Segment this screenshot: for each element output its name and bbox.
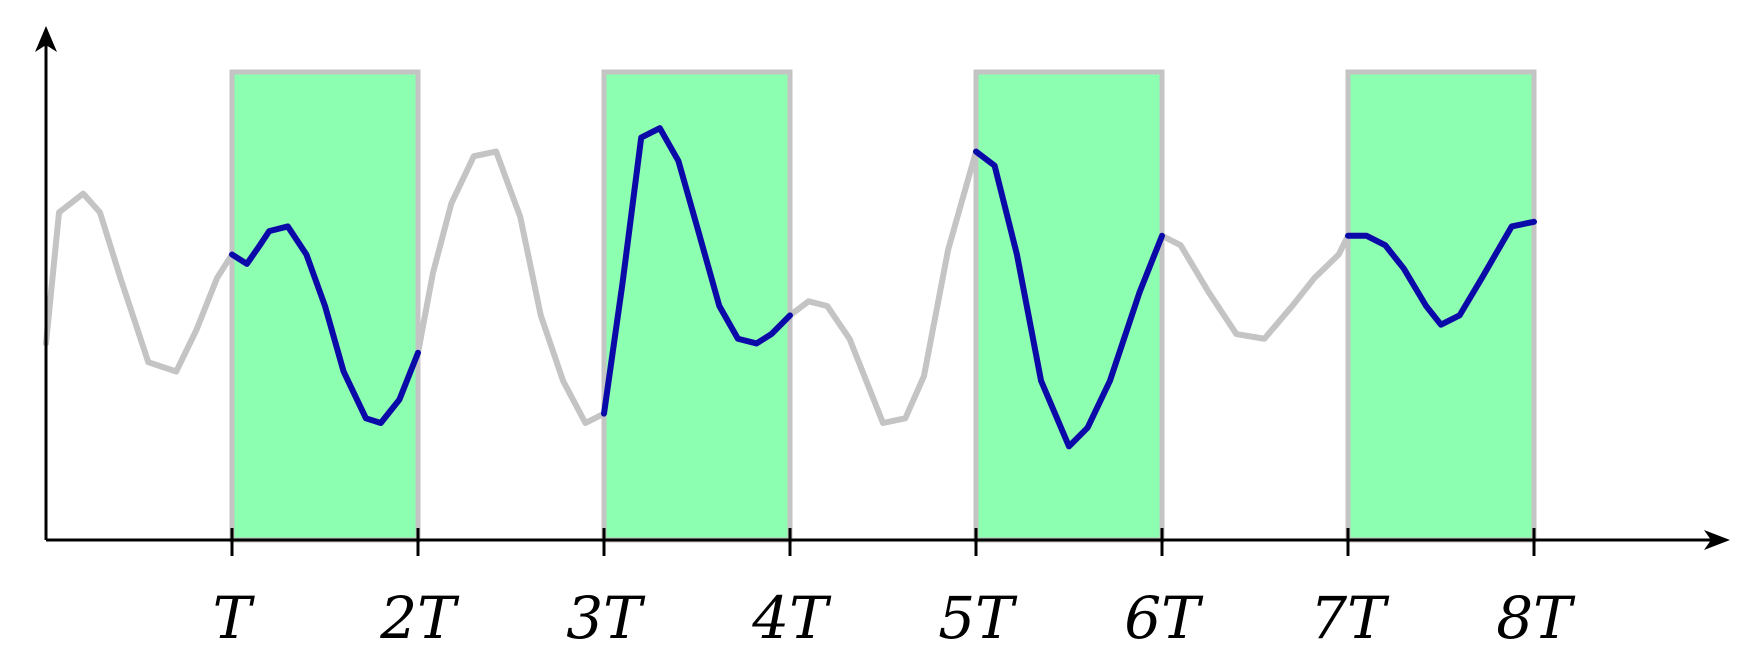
x-tick-label-8: 8T xyxy=(1496,584,1576,652)
highlight-interval-4 xyxy=(1345,69,1537,543)
y-axis-arrow xyxy=(35,26,57,52)
x-axis-arrow xyxy=(1704,530,1730,550)
axes xyxy=(35,26,1730,550)
x-tick-label-7: 7T xyxy=(1310,584,1390,652)
sampled-segment-4 xyxy=(1345,218,1537,328)
x-ticks: T 2T 3T 4T 5T 6T 7T 8T xyxy=(213,528,1576,652)
sampled-segment-1 xyxy=(229,223,421,426)
x-tick-label-1: T xyxy=(213,584,256,652)
x-tick-label-3: 3T xyxy=(566,584,646,652)
sampled-segment-2 xyxy=(601,125,793,417)
x-tick-label-4: 4T xyxy=(751,584,832,652)
x-tick-label-5: 5T xyxy=(938,584,1018,652)
x-tick-label-2: 2T xyxy=(379,584,460,652)
highlight-intervals xyxy=(229,69,1537,543)
signal-layer xyxy=(43,125,1537,450)
highlight-interval-3 xyxy=(973,69,1165,543)
highlight-interval-2 xyxy=(601,69,793,543)
x-tick-label-6: 6T xyxy=(1124,584,1204,652)
sampled-segment-3 xyxy=(973,148,1165,450)
